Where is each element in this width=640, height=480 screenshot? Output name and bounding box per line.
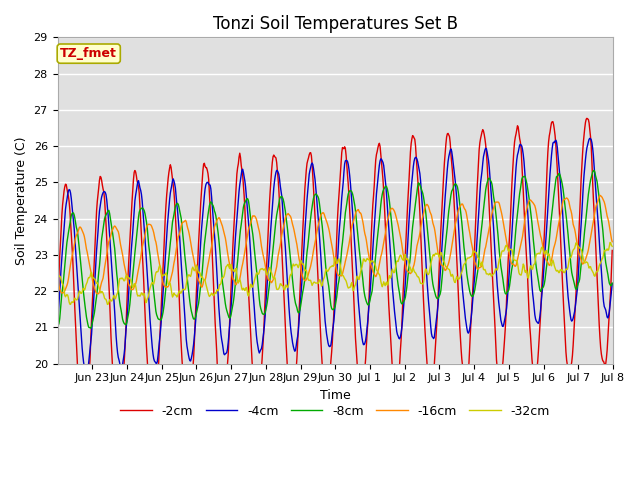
-2cm xyxy=(583,116,591,121)
-2cm xyxy=(249,370,257,376)
-2cm xyxy=(424,372,431,378)
-4cm xyxy=(54,324,61,330)
-8cm xyxy=(590,168,598,173)
-2cm xyxy=(270,152,278,158)
Y-axis label: Soil Temperature (C): Soil Temperature (C) xyxy=(15,136,28,265)
-2cm xyxy=(54,305,61,311)
-4cm xyxy=(586,135,594,141)
Line: -4cm: -4cm xyxy=(58,138,612,371)
-8cm xyxy=(54,324,61,330)
-4cm xyxy=(424,289,431,295)
-32cm xyxy=(120,277,127,283)
-2cm xyxy=(393,393,401,398)
-4cm xyxy=(270,185,278,191)
-16cm xyxy=(424,203,431,208)
Legend: -2cm, -4cm, -8cm, -16cm, -32cm: -2cm, -4cm, -8cm, -16cm, -32cm xyxy=(115,400,555,423)
-4cm xyxy=(609,281,616,287)
-8cm xyxy=(249,231,257,237)
-8cm xyxy=(270,239,278,245)
-4cm xyxy=(393,328,401,334)
-2cm xyxy=(120,374,127,380)
-4cm xyxy=(249,286,257,292)
-16cm xyxy=(249,213,257,219)
-32cm xyxy=(221,266,229,272)
-32cm xyxy=(424,272,431,277)
-16cm xyxy=(94,291,102,297)
-4cm xyxy=(221,351,229,357)
-8cm xyxy=(609,280,616,286)
-8cm xyxy=(424,230,431,236)
-32cm xyxy=(104,301,111,307)
-16cm xyxy=(270,276,278,282)
Line: -2cm: -2cm xyxy=(58,119,612,438)
-16cm xyxy=(393,216,401,222)
Text: TZ_fmet: TZ_fmet xyxy=(60,47,117,60)
-32cm xyxy=(249,284,257,289)
Line: -32cm: -32cm xyxy=(58,242,612,304)
-16cm xyxy=(54,274,61,280)
-8cm xyxy=(87,325,95,331)
X-axis label: Time: Time xyxy=(320,389,351,402)
-32cm xyxy=(393,258,401,264)
-16cm xyxy=(609,239,616,245)
-4cm xyxy=(83,368,90,374)
-2cm xyxy=(81,435,88,441)
-8cm xyxy=(393,271,401,277)
-32cm xyxy=(270,276,278,282)
-16cm xyxy=(596,192,604,198)
-8cm xyxy=(221,300,229,306)
Line: -8cm: -8cm xyxy=(58,170,612,328)
-16cm xyxy=(120,257,127,263)
-32cm xyxy=(54,273,61,278)
-16cm xyxy=(221,235,229,240)
Line: -16cm: -16cm xyxy=(58,195,612,294)
-8cm xyxy=(120,319,127,324)
-2cm xyxy=(221,396,229,401)
Title: Tonzi Soil Temperatures Set B: Tonzi Soil Temperatures Set B xyxy=(212,15,458,33)
-4cm xyxy=(120,357,127,362)
-32cm xyxy=(606,240,614,245)
-2cm xyxy=(609,248,616,253)
-32cm xyxy=(609,243,616,249)
